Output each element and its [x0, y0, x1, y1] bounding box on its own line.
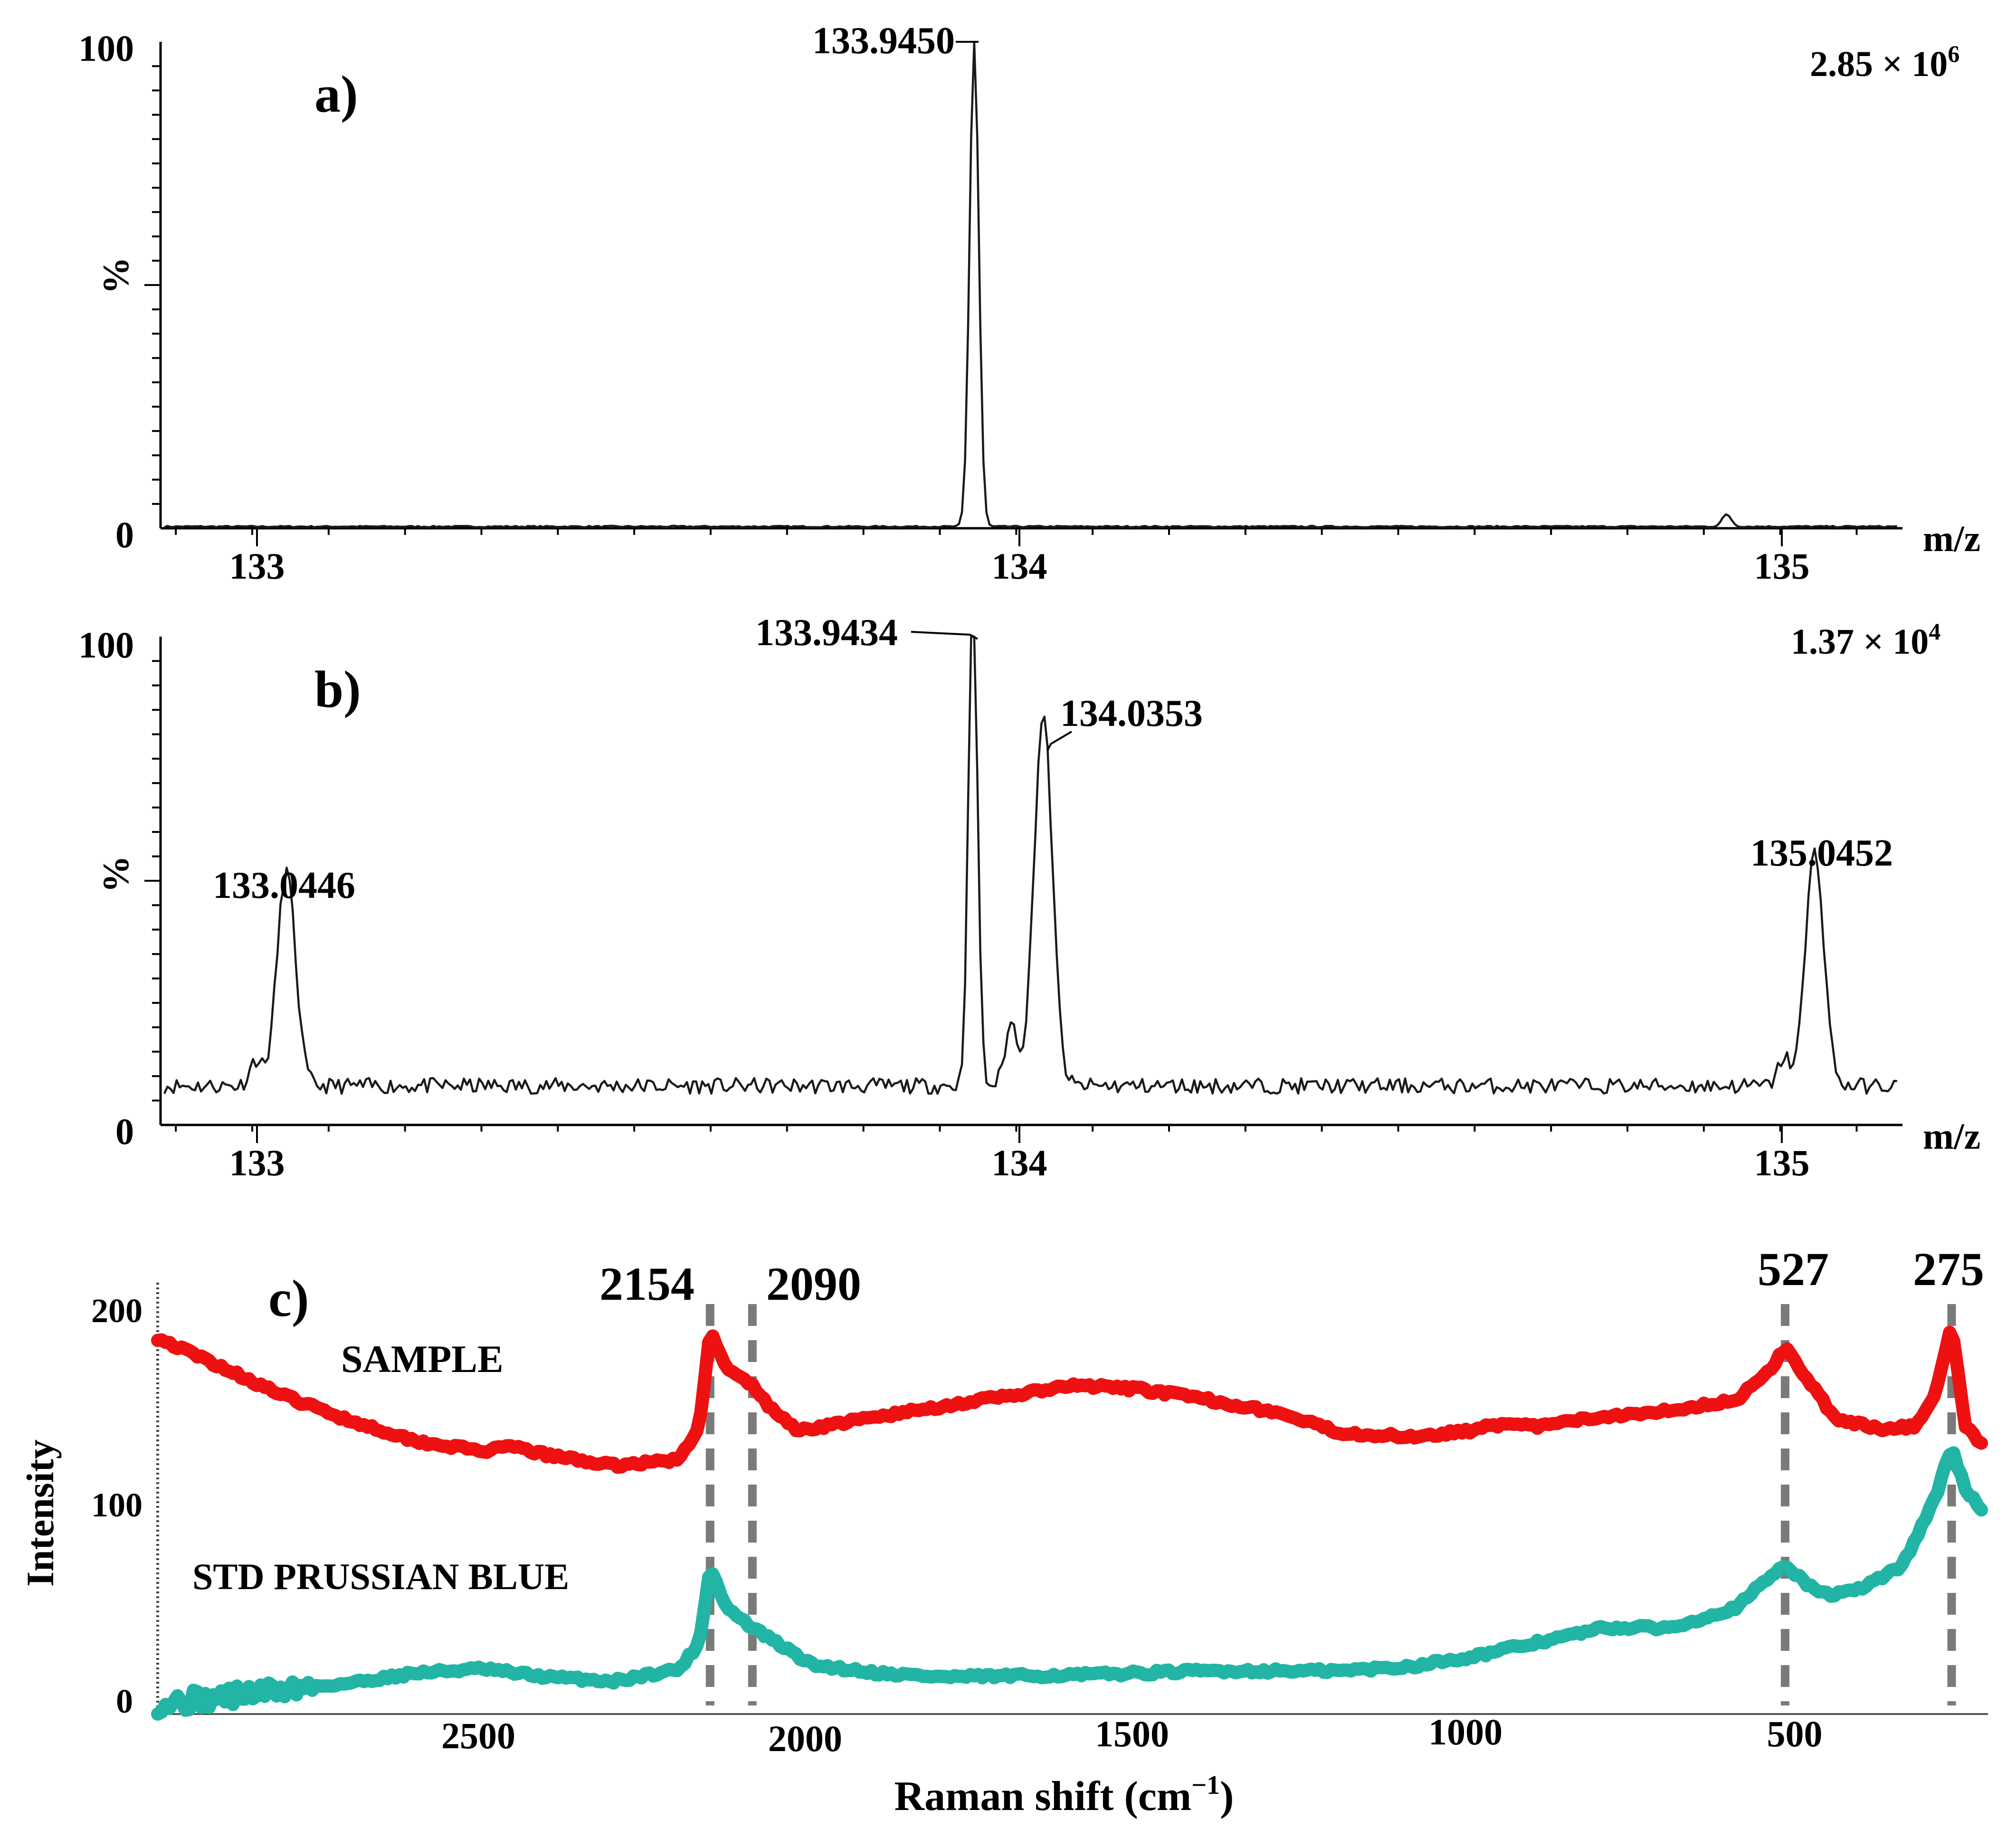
- peak-leader: [1046, 731, 1073, 751]
- x-tick-label-135: 135: [1754, 545, 1810, 587]
- y-tick-label-100: 100: [78, 624, 134, 666]
- peak-label: 133.9450: [812, 20, 955, 62]
- x-tick-label-500: 500: [1767, 1713, 1823, 1754]
- spectrum-line: [163, 635, 1897, 1095]
- y-tick-label-0: 0: [116, 1682, 133, 1720]
- marker-label-2090: 2090: [766, 1257, 861, 1310]
- scale-exponent: 6: [1948, 40, 1959, 67]
- x-axis-label: m/z: [1923, 518, 1980, 559]
- marker-label-2154: 2154: [599, 1257, 694, 1310]
- y-tick-label-0: 0: [115, 514, 134, 555]
- panel-b: 100 0 % 133 134 135 m/z b) 1.37 × 104 13…: [78, 612, 1980, 1183]
- x-tick-label-2000: 2000: [768, 1718, 842, 1759]
- panel-label-a: a): [314, 65, 358, 123]
- scale-exponent: 4: [1929, 618, 1940, 645]
- panel-label-c: c): [268, 1269, 309, 1327]
- spectrum-line: [164, 40, 1897, 529]
- scale-label-b: 1.37 × 104: [1791, 618, 1940, 662]
- x-minor-ticks: [175, 1125, 1858, 1132]
- x-axis-label: Raman shift (cm−1): [894, 1771, 1234, 1819]
- marker-label-275: 275: [1913, 1243, 1984, 1296]
- x-tick-label-135: 135: [1754, 1142, 1810, 1183]
- series-sample-line: [151, 1325, 1988, 1474]
- series-std-prussian-blue-line: [151, 1446, 1988, 1721]
- x-minor-ticks: [175, 528, 1858, 535]
- y-tick-label-200: 200: [91, 1292, 143, 1330]
- y-axis-label: %: [95, 257, 136, 294]
- peak-leader: [911, 631, 978, 640]
- panel-label-b: b): [314, 660, 361, 718]
- peak-label: 133.0446: [213, 865, 355, 906]
- x-tick-label-134: 134: [992, 1142, 1047, 1183]
- x-axis-label-sup: −1: [1191, 1771, 1220, 1800]
- legend-label-std: STD PRUSSIAN BLUE: [192, 1556, 569, 1597]
- y-tick-label-100: 100: [91, 1486, 143, 1524]
- marker-lines: [705, 1304, 1956, 1705]
- x-tick-label-1500: 1500: [1095, 1713, 1169, 1754]
- peak-label: 134.0353: [1060, 693, 1203, 734]
- x-tick-label-134: 134: [992, 545, 1047, 587]
- scale-label-a: 2.85 × 106: [1810, 40, 1959, 84]
- y-tick-label-0: 0: [115, 1111, 134, 1152]
- legend-label-sample: SAMPLE: [341, 1337, 504, 1381]
- marker-label-527: 527: [1758, 1243, 1829, 1296]
- x-tick-label-133: 133: [229, 545, 285, 587]
- x-tick-label-133: 133: [229, 1142, 285, 1183]
- y-minor-ticks: [144, 660, 161, 1102]
- y-axis-label: Intensity: [19, 1439, 62, 1587]
- panel-a: 100 0 % 133 134 135 m/z a) 2.85 × 106 13…: [78, 20, 1980, 587]
- y-tick-label-100: 100: [78, 28, 134, 69]
- x-axis-label: m/z: [1923, 1115, 1980, 1157]
- x-tick-label-2500: 2500: [441, 1715, 515, 1756]
- peak-label: 133.9434: [755, 612, 898, 654]
- y-axis-label: %: [95, 856, 136, 893]
- x-tick-label-1000: 1000: [1428, 1711, 1502, 1753]
- panel-c: 200 100 0 Intensity 2500 2000 1500 1000 …: [19, 1243, 1988, 1819]
- peak-label: 135.0452: [1750, 832, 1893, 874]
- y-minor-ticks: [144, 65, 161, 505]
